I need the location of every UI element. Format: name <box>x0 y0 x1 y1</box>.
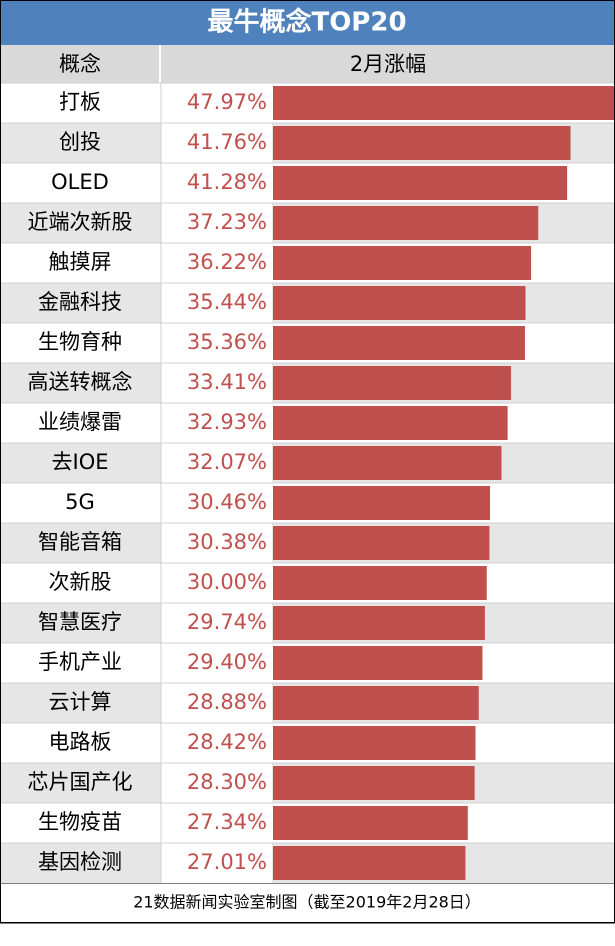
bar <box>273 606 485 640</box>
value-label: 47.97% <box>187 90 267 114</box>
value-cell <box>161 123 272 163</box>
category-label: 5G <box>65 490 95 514</box>
category-label: 智能音箱 <box>38 530 122 554</box>
bar <box>273 646 483 680</box>
value-cell <box>161 763 272 803</box>
value-cell <box>161 403 272 443</box>
value-label: 35.36% <box>187 330 267 354</box>
category-label: 金融科技 <box>38 290 122 314</box>
value-label: 28.30% <box>187 770 267 794</box>
category-label: 次新股 <box>49 570 112 594</box>
value-cell <box>161 323 272 363</box>
value-cell <box>161 843 272 883</box>
value-cell <box>161 643 272 683</box>
bar <box>273 726 476 760</box>
value-cell <box>161 363 272 403</box>
category-label: 创投 <box>59 130 101 154</box>
category-label: 生物疫苗 <box>38 810 122 834</box>
source-note: 21数据新闻实验室制图（截至2019年2月28日） <box>133 893 481 912</box>
value-cell <box>161 163 272 203</box>
value-cell <box>161 203 272 243</box>
category-label: 业绩爆雷 <box>38 410 122 434</box>
value-cell <box>161 603 272 643</box>
value-label: 27.34% <box>187 810 267 834</box>
value-label: 41.76% <box>187 130 267 154</box>
value-label: 37.23% <box>187 210 267 234</box>
category-label: 手机产业 <box>38 650 122 674</box>
bar <box>273 806 468 840</box>
value-cell <box>161 83 272 123</box>
column-header: 2月涨幅 <box>350 52 426 76</box>
value-cell <box>161 723 272 763</box>
category-label: 生物育种 <box>38 330 122 354</box>
title-bar <box>0 0 615 45</box>
value-label: 29.74% <box>187 610 267 634</box>
category-label: OLED <box>51 170 109 194</box>
category-label: 云计算 <box>49 690 112 714</box>
bar <box>273 846 466 880</box>
value-label: 30.38% <box>187 530 267 554</box>
category-label: 近端次新股 <box>28 210 133 234</box>
category-label: 去IOE <box>52 450 109 474</box>
value-cell <box>161 283 272 323</box>
category-label: 打板 <box>59 90 101 114</box>
bar <box>273 366 512 400</box>
bar <box>273 446 502 480</box>
value-label: 33.41% <box>187 370 267 394</box>
value-cell <box>161 803 272 843</box>
bar <box>273 206 539 240</box>
column-header: 概念 <box>59 52 101 76</box>
bar <box>273 246 532 280</box>
value-label: 32.93% <box>187 410 267 434</box>
value-cell <box>161 443 272 483</box>
value-cell <box>161 243 272 283</box>
bar <box>273 766 475 800</box>
value-label: 28.88% <box>187 690 267 714</box>
bar <box>273 286 526 320</box>
bar <box>273 486 491 520</box>
chart-title: 最牛概念TOP20 <box>207 7 406 38</box>
value-label: 28.42% <box>187 730 267 754</box>
bar <box>273 686 479 720</box>
value-label: 30.00% <box>187 570 267 594</box>
bar <box>273 526 490 560</box>
value-cell <box>161 483 272 523</box>
category-label: 基因检测 <box>38 850 122 874</box>
value-label: 32.07% <box>187 450 267 474</box>
bar <box>273 566 487 600</box>
bar <box>273 126 571 160</box>
value-label: 36.22% <box>187 250 267 274</box>
bar <box>273 86 615 120</box>
value-label: 27.01% <box>187 850 267 874</box>
value-cell <box>161 523 272 563</box>
bar <box>273 406 508 440</box>
category-label: 智慧医疗 <box>38 610 122 634</box>
header-row <box>0 45 615 83</box>
bar <box>273 326 525 360</box>
bar <box>273 166 568 200</box>
value-cell <box>161 563 272 603</box>
category-label: 芯片国产化 <box>28 770 133 794</box>
category-label: 电路板 <box>49 730 112 754</box>
value-label: 35.44% <box>187 290 267 314</box>
value-label: 29.40% <box>187 650 267 674</box>
category-label: 高送转概念 <box>28 370 133 394</box>
value-label: 30.46% <box>187 490 267 514</box>
category-label: 触摸屏 <box>49 250 112 274</box>
value-cell <box>161 683 272 723</box>
value-label: 41.28% <box>187 170 267 194</box>
